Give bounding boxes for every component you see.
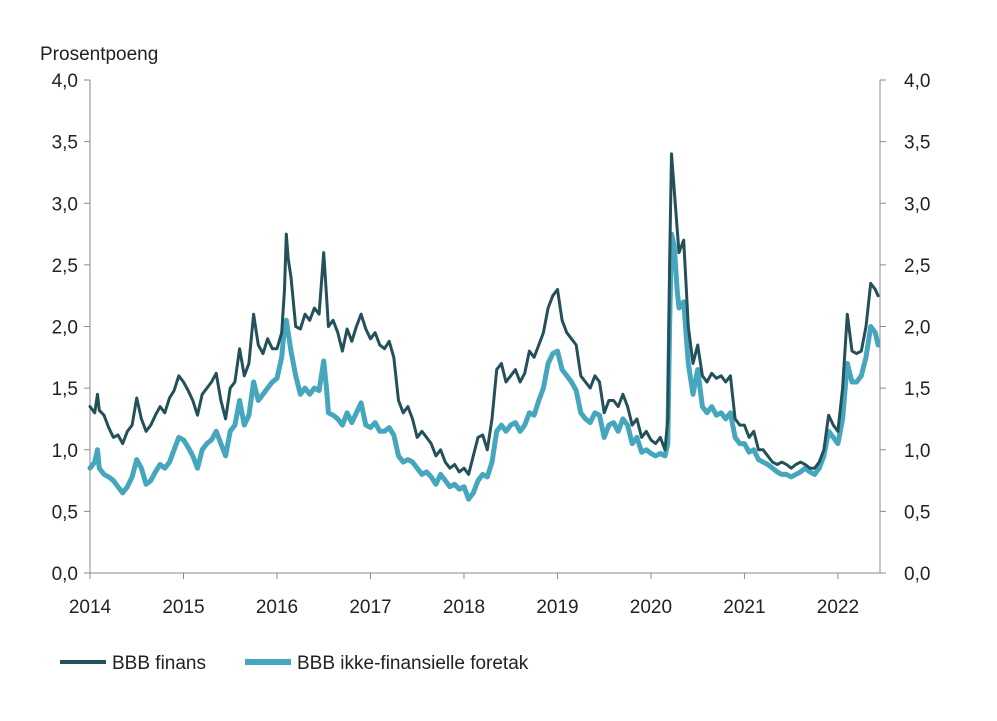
y-tick-label-left: 1,0 [52,441,78,462]
y-tick-label-right: 2,0 [904,318,930,339]
legend-label-bbb-ikke-finansielle: BBB ikke-finansielle foretak [297,653,529,674]
y-tick-label-left: 4,0 [52,71,78,92]
y-tick-label-left: 2,5 [52,256,78,277]
y-tick-label-right: 0,0 [904,564,930,585]
series-layer [87,152,881,502]
y-tick-label-left: 0,5 [52,502,78,523]
y-tick-label-right: 4,0 [904,71,930,92]
y-tick-label-right: 1,0 [904,441,930,462]
y-tick-label-left: 2,0 [52,318,78,339]
x-tick-label: 2014 [69,597,112,618]
series-line-bbb-finans [88,152,880,476]
x-tick-label: 2016 [256,597,298,618]
y-tick-label-left: 1,5 [52,379,78,400]
x-tick-label: 2019 [536,597,578,618]
y-tick-label-left: 3,0 [52,194,78,215]
y-tick-label-right: 3,0 [904,194,930,215]
y-tick-label-left: 3,5 [52,133,78,154]
y-tick-label-right: 2,5 [904,256,930,277]
x-tick-label: 2021 [723,597,765,618]
legend: BBB finans BBB ikke-finansielle foretak [60,653,529,674]
y-tick-label-right: 3,5 [904,133,930,154]
x-tick-label: 2017 [349,597,391,618]
x-tick-label: 2018 [443,597,485,618]
x-tick-label: 2015 [162,597,204,618]
y-tick-label-right: 0,5 [904,502,930,523]
legend-label-bbb-finans: BBB finans [112,653,206,674]
y-tick-label-left: 0,0 [52,564,78,585]
y-tick-label-right: 1,5 [904,379,930,400]
y-axis-unit-label: Prosentpoeng [40,44,158,65]
axes: 0,0 0,0 0,5 0,5 1,0 1,0 1,5 1,5 2,0 2,0 2,5 2,5 3,0 3… [52,71,931,618]
x-tick-label: 2020 [630,597,672,618]
x-tick-label: 2022 [817,597,859,618]
series-line-bbb-ikke-finansielle [87,231,881,502]
